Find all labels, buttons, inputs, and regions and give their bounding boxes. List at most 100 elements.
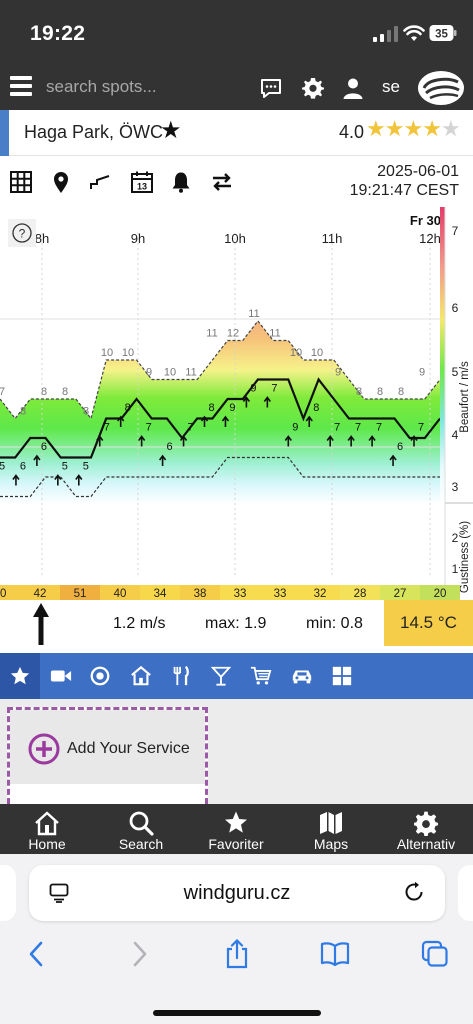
wind-arrow-icon xyxy=(305,415,313,427)
category-accommodation[interactable] xyxy=(121,653,161,699)
rating-stars: ★★★★★ xyxy=(366,116,461,141)
cellular-signal-icon xyxy=(373,26,398,42)
gustiness-value: 40 xyxy=(114,588,127,600)
gust-area xyxy=(0,321,440,555)
category-shops[interactable] xyxy=(241,653,281,699)
user-icon[interactable] xyxy=(341,76,365,100)
page-menu-icon[interactable] xyxy=(49,883,69,903)
gust-label: 8 xyxy=(83,406,89,418)
gust-label: 7 xyxy=(0,386,5,398)
y-tick-label: 1 xyxy=(452,562,459,576)
url-text[interactable]: windguru.cz xyxy=(183,882,291,904)
category-bars[interactable] xyxy=(201,653,241,699)
gustiness-cell xyxy=(300,585,340,600)
tabs-icon[interactable] xyxy=(420,939,450,969)
rating-star-empty-icon: ★ xyxy=(440,116,461,141)
target-icon xyxy=(90,666,110,686)
profile-icon[interactable] xyxy=(88,170,112,194)
category-spots[interactable] xyxy=(80,653,120,699)
gustiness-cell xyxy=(60,585,100,600)
category-more[interactable] xyxy=(322,653,362,699)
nav-favorites[interactable]: Favoriter xyxy=(191,804,281,854)
wind-speed-label: 7 xyxy=(376,422,382,434)
gust-label: 9 xyxy=(335,367,341,379)
shopping-cart-icon xyxy=(250,666,272,685)
wind-arrow-icon xyxy=(96,435,104,447)
category-favorites[interactable] xyxy=(0,653,40,699)
forward-icon[interactable] xyxy=(124,939,154,969)
settings-icon[interactable] xyxy=(301,76,325,100)
nav-home[interactable]: Home xyxy=(2,804,92,854)
bottom-nav: Home Search Favoriter Maps Alternativ xyxy=(0,804,473,854)
rating-star-filled-icon: ★ xyxy=(403,116,423,141)
table-icon[interactable] xyxy=(9,170,33,194)
add-service-box[interactable]: Add Your Service xyxy=(7,707,208,804)
calendar-icon[interactable]: 13 xyxy=(130,170,154,194)
gear-icon xyxy=(414,811,438,836)
search-input[interactable] xyxy=(46,74,236,100)
gustiness-cell xyxy=(180,585,220,600)
reload-icon[interactable] xyxy=(403,881,425,903)
gust-label: 10 xyxy=(122,347,134,359)
y-tick-label: 4 xyxy=(452,428,459,442)
rating-value: 4.0 xyxy=(339,122,365,142)
wind-chart[interactable]: 5 6 6 5 5 7 8 7 6 7 8 9 9 7 9 8 7 7 7 6 7 7 8 8 8 8 10 10 9 10 11 11 12 1… xyxy=(0,207,473,600)
wind-speed-label: 8 xyxy=(313,402,319,414)
chat-icon[interactable] xyxy=(259,76,283,100)
gustiness-value: 27 xyxy=(394,588,407,600)
category-rentals[interactable] xyxy=(282,653,322,699)
wind-arrow-icon xyxy=(117,415,125,427)
spot-name[interactable]: Haga Park, ÖWC xyxy=(24,122,164,142)
wind-speed-label: 7 xyxy=(418,422,424,434)
wind-speed-label: 8 xyxy=(208,402,214,414)
wind-arrow-icon xyxy=(200,415,209,427)
favorite-star-icon[interactable]: ★ xyxy=(160,117,182,144)
hour-label: 8h xyxy=(35,231,49,246)
home-icon xyxy=(35,811,59,836)
nav-settings[interactable]: Alternativ xyxy=(381,804,471,854)
wind-speed-label: 7 xyxy=(104,422,110,434)
category-restaurants[interactable] xyxy=(161,653,201,699)
nav-settings-label: Alternativ xyxy=(396,836,456,852)
gust-label: 10 xyxy=(101,347,113,359)
current-wind-speed: 1.2 m/s xyxy=(113,615,166,632)
gust-label: 8 xyxy=(398,386,404,398)
location-pin-icon[interactable] xyxy=(49,170,73,194)
prev-tab-preview[interactable] xyxy=(0,865,16,921)
gust-label: 11 xyxy=(206,328,217,340)
hour-label: 12h xyxy=(419,231,441,246)
share-icon[interactable] xyxy=(222,939,252,969)
rating-star-filled-icon: ★ xyxy=(422,116,442,141)
next-tab-preview[interactable] xyxy=(458,865,473,921)
y-axis-label-beaufort: Beaufort / m/s xyxy=(459,361,471,433)
gustiness-cell xyxy=(260,585,300,600)
category-webcams[interactable] xyxy=(41,653,81,699)
wind-arrow-icon xyxy=(263,396,271,408)
wind-arrow-icon xyxy=(138,435,146,447)
temperature-badge: 14.5 °C xyxy=(384,600,473,646)
bell-icon[interactable] xyxy=(169,170,193,194)
battery-icon: 35 xyxy=(429,25,457,41)
nav-maps[interactable]: Maps xyxy=(286,804,376,854)
back-icon[interactable] xyxy=(22,939,52,969)
gustiness-value: 33 xyxy=(274,588,287,600)
car-icon xyxy=(292,670,312,684)
category-bar xyxy=(0,653,473,699)
add-service-button[interactable]: Add Your Service xyxy=(10,710,205,784)
wind-arrow-icon xyxy=(179,435,188,447)
nav-search-label: Search xyxy=(118,836,164,852)
windguru-logo[interactable] xyxy=(416,68,466,108)
wind-arrow-icon xyxy=(75,474,83,486)
plus-circle-icon xyxy=(28,733,60,765)
wind-speed-label: 5 xyxy=(83,461,89,473)
nav-search[interactable]: Search xyxy=(96,804,186,854)
bookmarks-icon[interactable] xyxy=(320,939,350,969)
svg-text:13: 13 xyxy=(137,182,147,192)
search-icon xyxy=(129,811,154,836)
wind-speed-label: 6 xyxy=(397,441,403,453)
browser-chrome: windguru.cz xyxy=(0,854,473,1024)
swap-arrows-icon[interactable] xyxy=(210,170,234,194)
address-bar[interactable]: windguru.cz xyxy=(29,865,445,921)
menu-icon[interactable] xyxy=(10,76,32,96)
language-switch[interactable]: se xyxy=(382,77,400,96)
